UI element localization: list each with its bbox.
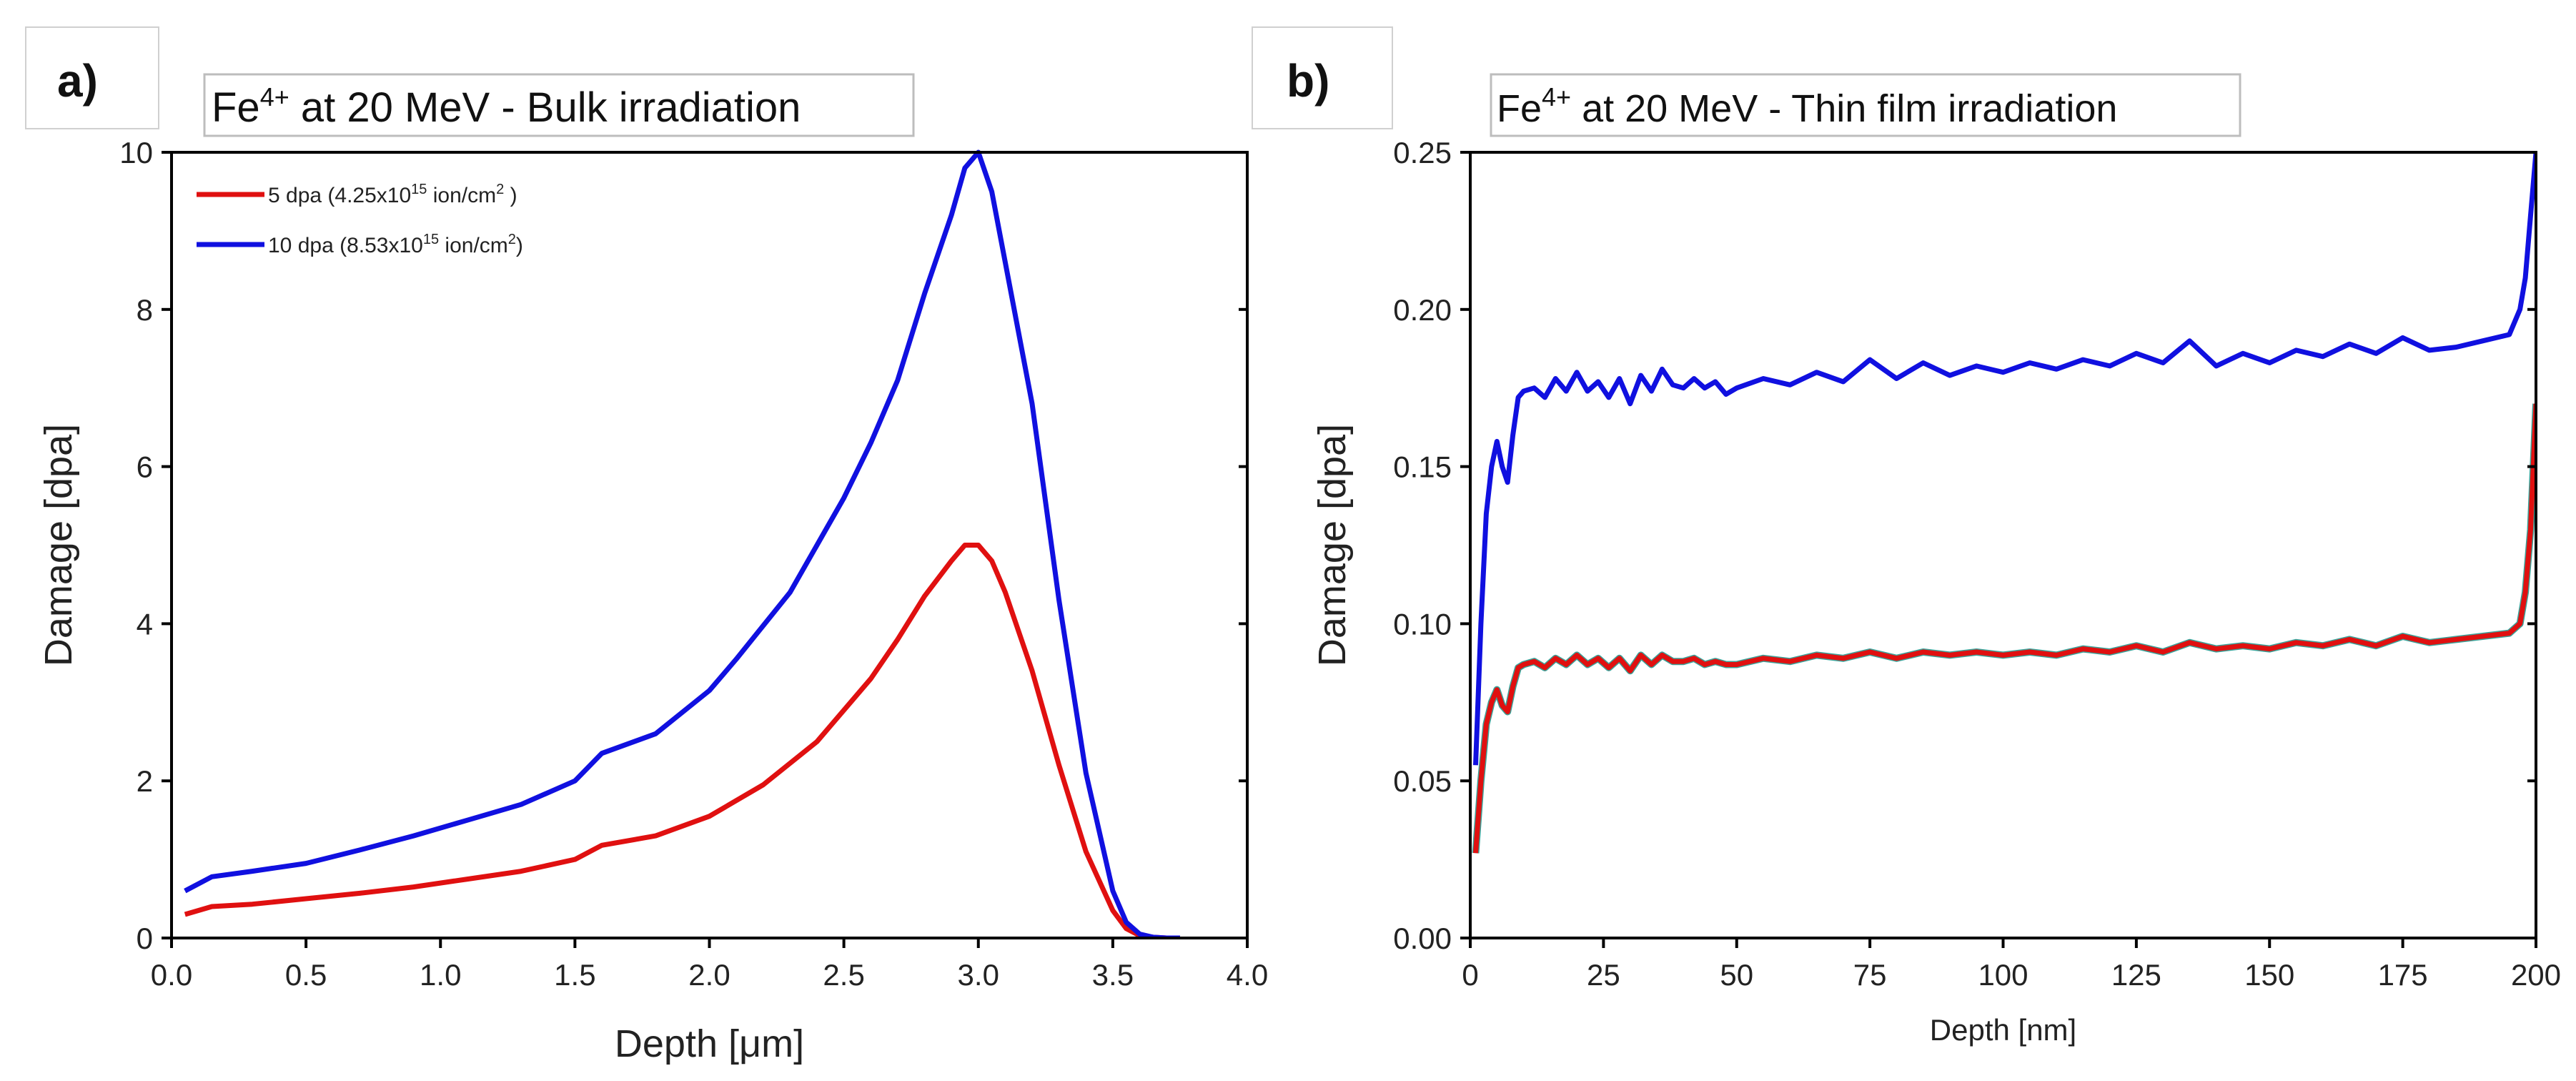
panel-label-box-b bbox=[1252, 26, 1393, 129]
panel-a: a) Fe4+ at 20 MeV - Bulk irradiation 0.0… bbox=[25, 26, 1268, 1065]
y-tick-label-b: 0.20 bbox=[1393, 293, 1452, 327]
y-tick-label-a: 2 bbox=[137, 764, 153, 798]
legend-label-5dpa: 5 dpa (4.25x1015 ion/cm2 ) bbox=[268, 182, 517, 207]
y-tick-label-a: 0 bbox=[137, 922, 153, 955]
chart-title-b-sup: 4+ bbox=[1542, 82, 1571, 112]
panel-label-box-a bbox=[25, 26, 159, 129]
series-line-a-5dpa bbox=[184, 543, 1180, 938]
x-tick-label-b: 25 bbox=[1587, 958, 1620, 992]
x-tick-label-a: 4.0 bbox=[1227, 958, 1268, 992]
y-tick-label-a: 4 bbox=[137, 607, 153, 641]
y-tick-label-b: 0.25 bbox=[1393, 136, 1452, 169]
y-axis-title-b: Damage [dpa] bbox=[1311, 424, 1354, 666]
y-tick-label-a: 8 bbox=[137, 293, 153, 327]
x-axis-title-b: Depth [nm] bbox=[1930, 1013, 2076, 1047]
y-tick-label-a: 6 bbox=[137, 450, 153, 484]
y-tick-label-b: 0.15 bbox=[1393, 450, 1452, 484]
x-tick-label-a: 0.0 bbox=[151, 958, 192, 992]
chart-title-a-sup: 4+ bbox=[260, 82, 289, 112]
chart-title-box-b bbox=[1490, 73, 2241, 137]
x-tick-label-a: 3.0 bbox=[958, 958, 999, 992]
chart-title-a-rest: at 20 MeV - Bulk irradiation bbox=[289, 84, 801, 131]
series-line-b-5dpa bbox=[1473, 403, 2536, 854]
x-tick-label-b: 50 bbox=[1720, 958, 1753, 992]
panel-b: b) Fe4+ at 20 MeV - Thin film irradiatio… bbox=[1252, 26, 2561, 1047]
plot-frame-b bbox=[1469, 151, 2537, 939]
legend-label-10dpa: 10 dpa (8.53x1015 ion/cm2) bbox=[268, 232, 523, 257]
y-tick-label-a: 10 bbox=[119, 136, 153, 169]
series-line-underlay-b-1 bbox=[1472, 403, 2536, 854]
chart-title-a-prefix: Fe bbox=[212, 84, 260, 131]
series-line-b-10dpa bbox=[1473, 152, 2536, 766]
legend-a: 5 dpa (4.25x1015 ion/cm2 ) 10 dpa (8.53x… bbox=[197, 182, 523, 257]
chart-title-a: Fe4+ at 20 MeV - Bulk irradiation bbox=[212, 82, 801, 131]
x-tick-label-a: 2.0 bbox=[688, 958, 730, 992]
y-tick-label-b: 0.00 bbox=[1393, 922, 1452, 955]
chart-title-box-a bbox=[203, 73, 915, 137]
x-tick-label-a: 0.5 bbox=[285, 958, 327, 992]
x-tick-label-b: 100 bbox=[1978, 958, 2028, 992]
x-tick-label-b: 125 bbox=[2111, 958, 2161, 992]
y-axis-title-a: Damage [dpa] bbox=[37, 424, 80, 666]
x-tick-label-b: 175 bbox=[2378, 958, 2428, 992]
plot-area-b: 0 25 50 75 100 125 150 175 200 0.00 0.05 0.10 0.15 0.… bbox=[1393, 136, 2561, 992]
panel-label-b: b) bbox=[1287, 55, 1329, 107]
plot-frame-a bbox=[170, 151, 1249, 939]
x-tick-label-a: 2.5 bbox=[823, 958, 864, 992]
chart-title-b-prefix: Fe bbox=[1497, 87, 1542, 130]
x-tick-label-b: 200 bbox=[2511, 958, 2561, 992]
x-tick-label-a: 1.5 bbox=[554, 958, 595, 992]
panel-label-a: a) bbox=[57, 55, 98, 107]
y-tick-label-b: 0.10 bbox=[1393, 607, 1452, 641]
x-tick-label-a: 1.0 bbox=[420, 958, 461, 992]
plot-area-a: 0.0 0.5 1.0 1.5 2.0 2.5 3.0 3.5 4.0 0 2 4 6 8 10 bbox=[119, 136, 1268, 992]
x-tick-label-b: 75 bbox=[1853, 958, 1887, 992]
chart-title-b-rest: at 20 MeV - Thin film irradiation bbox=[1571, 87, 2117, 130]
x-axis-title-a: Depth [μm] bbox=[615, 1022, 804, 1065]
y-tick-label-b: 0.05 bbox=[1393, 764, 1452, 798]
x-tick-label-a: 3.5 bbox=[1092, 958, 1134, 992]
series-line-a-10dpa bbox=[184, 149, 1180, 938]
chart-title-b: Fe4+ at 20 MeV - Thin film irradiation bbox=[1497, 82, 2117, 130]
x-tick-label-b: 150 bbox=[2244, 958, 2294, 992]
x-tick-label-b: 0 bbox=[1462, 958, 1478, 992]
